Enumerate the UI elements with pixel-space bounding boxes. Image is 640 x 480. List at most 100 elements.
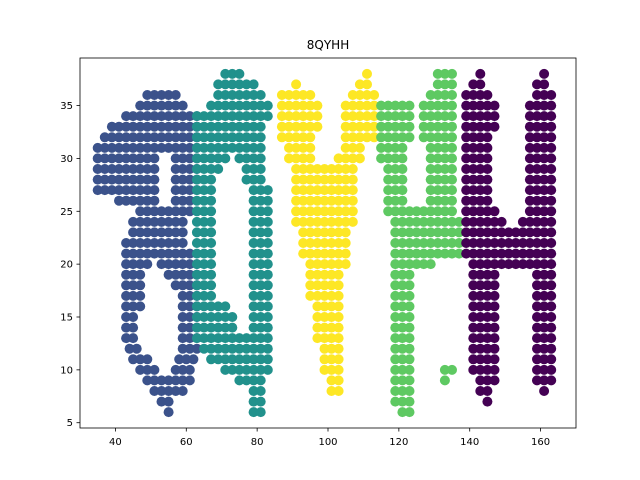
data-point [220, 322, 231, 333]
data-point [383, 206, 394, 217]
data-point [188, 354, 199, 365]
data-point [248, 248, 259, 259]
data-point [163, 121, 174, 132]
data-point [177, 301, 188, 312]
data-point [99, 132, 110, 143]
data-point [305, 121, 316, 132]
data-point [276, 121, 287, 132]
data-point [489, 280, 500, 291]
data-point [206, 100, 217, 111]
data-point [305, 100, 316, 111]
data-point [376, 111, 387, 122]
data-point [206, 206, 217, 217]
data-point [482, 142, 493, 153]
data-point [262, 322, 273, 333]
data-point [326, 216, 337, 227]
data-point [135, 227, 146, 238]
data-point [170, 121, 181, 132]
data-point [468, 174, 479, 185]
data-point [397, 269, 408, 280]
data-point [241, 174, 252, 185]
data-point [539, 79, 550, 90]
data-point [241, 142, 252, 153]
data-point [121, 301, 132, 312]
data-point [439, 164, 450, 174]
data-point [262, 364, 273, 375]
data-point [220, 68, 231, 79]
data-point [135, 206, 146, 217]
data-point [482, 269, 493, 280]
data-point [425, 206, 436, 217]
data-point [255, 396, 266, 407]
data-point [489, 333, 500, 344]
data-point [191, 153, 202, 164]
data-point [156, 121, 167, 132]
data-point [121, 238, 132, 248]
data-point [298, 153, 309, 164]
data-point [461, 164, 472, 174]
data-point [326, 333, 337, 344]
data-point [170, 386, 181, 396]
data-point [170, 259, 181, 270]
data-point [482, 343, 493, 354]
data-point [539, 142, 550, 153]
data-point [397, 259, 408, 270]
data-point [128, 248, 139, 259]
data-point [312, 238, 323, 248]
data-point [114, 185, 124, 196]
data-point [312, 322, 323, 333]
data-point [404, 238, 415, 248]
data-point [241, 90, 252, 100]
data-point [340, 153, 351, 164]
data-point [468, 100, 479, 111]
data-point [468, 79, 479, 90]
data-point [312, 227, 323, 238]
data-point [206, 132, 217, 143]
data-point [461, 174, 472, 185]
data-point [149, 364, 160, 375]
data-point [227, 322, 238, 333]
data-point [333, 238, 344, 248]
data-point [128, 301, 139, 312]
data-point [312, 164, 323, 174]
data-point [539, 248, 550, 259]
data-point [510, 248, 521, 259]
data-point [532, 79, 542, 90]
data-point [262, 100, 273, 111]
data-point [128, 322, 139, 333]
data-point [333, 206, 344, 217]
data-point [404, 216, 415, 227]
data-point [447, 248, 457, 259]
data-point [177, 132, 188, 143]
y-tick-label: 30 [60, 154, 73, 165]
data-point [191, 312, 202, 322]
data-point [326, 248, 337, 259]
data-point [291, 185, 302, 196]
data-point [489, 121, 500, 132]
data-point [482, 90, 493, 100]
data-point [524, 100, 535, 111]
data-point [149, 206, 160, 217]
data-point [255, 290, 266, 301]
data-point [149, 121, 160, 132]
data-point [255, 354, 266, 365]
data-point [114, 195, 124, 206]
data-point [312, 301, 323, 312]
data-point [163, 100, 174, 111]
data-point [206, 153, 217, 164]
data-point [468, 164, 479, 174]
data-point [319, 195, 330, 206]
data-point [191, 343, 202, 354]
data-point [206, 185, 217, 196]
data-point [262, 206, 273, 217]
data-point [184, 322, 195, 333]
data-point [425, 153, 436, 164]
data-point [220, 364, 231, 375]
data-point [397, 290, 408, 301]
data-point [142, 132, 153, 143]
data-point [439, 185, 450, 196]
data-point [418, 206, 429, 217]
data-point [432, 248, 443, 259]
data-point [532, 206, 542, 217]
data-point [142, 195, 153, 206]
